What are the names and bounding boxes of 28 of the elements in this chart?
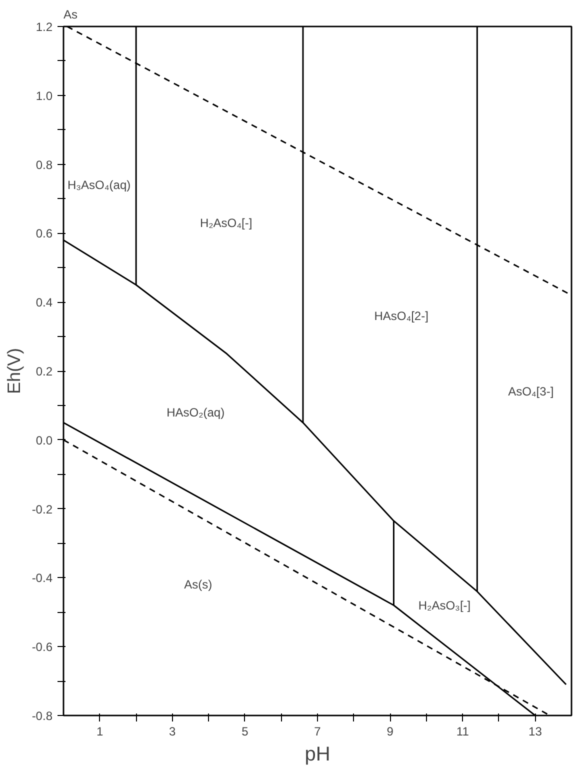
x-tick-label: 3 xyxy=(169,724,176,738)
annotation: HAsO₄[2-] xyxy=(374,308,428,323)
annotation: HAsO₂(aq) xyxy=(166,405,225,420)
y-tick-label: 0.0 xyxy=(36,433,53,448)
y-axis-title: Eh(V) xyxy=(4,348,24,394)
y-tick-label: 1.2 xyxy=(36,20,53,34)
y-tick-label: 0.4 xyxy=(36,296,53,310)
x-tick-label: 13 xyxy=(528,724,542,738)
x-axis-title: pH xyxy=(304,744,330,766)
annotation: As(s) xyxy=(184,578,212,592)
y-tick-label: -0.2 xyxy=(32,502,53,516)
x-tick-label: 7 xyxy=(314,724,322,738)
annotation: AsO₄[3-] xyxy=(508,384,554,399)
x-tick-label: 9 xyxy=(386,724,394,738)
y-tick-label: 0.2 xyxy=(36,364,53,378)
y-tick-label: -0.6 xyxy=(32,640,53,654)
annotation: H₂AsO₃[-] xyxy=(418,598,471,612)
x-tick-label: 5 xyxy=(242,724,249,738)
chart-title: As xyxy=(64,8,78,22)
y-tick-label: 0.8 xyxy=(36,158,53,172)
annotation: H₂AsO₄[-] xyxy=(200,216,252,230)
x-tick-label: 11 xyxy=(456,724,470,738)
y-tick-label: -0.8 xyxy=(32,709,53,723)
y-tick-label: 1.0 xyxy=(36,88,53,103)
y-tick-label: 0.6 xyxy=(36,226,53,241)
y-tick-label: -0.4 xyxy=(32,571,53,586)
annotation: H₃AsO₄(aq) xyxy=(67,178,131,192)
x-tick-label: 1 xyxy=(96,724,104,738)
